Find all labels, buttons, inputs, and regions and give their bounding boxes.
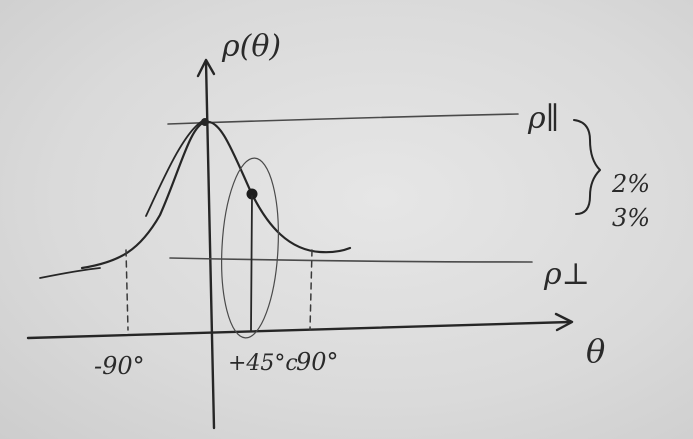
pct-upper-label: 2% bbox=[611, 170, 650, 198]
dash-neg90 bbox=[125, 249, 129, 331]
rho-parallel-label: ρ∥ bbox=[527, 101, 560, 136]
pct-lower-label: 3% bbox=[612, 204, 650, 232]
dash-pos90 bbox=[309, 249, 313, 331]
x-axis-label: θ bbox=[586, 332, 605, 370]
tick-neg90-label: -90° bbox=[94, 352, 145, 380]
tick-pos45-label: +45°c bbox=[228, 351, 298, 376]
point-45-drop-line bbox=[250, 195, 253, 331]
rho-axis bbox=[204, 60, 216, 430]
y-axis-label: ρ(θ) bbox=[221, 29, 281, 64]
right-brace bbox=[573, 119, 601, 215]
point-45 bbox=[246, 188, 258, 200]
rho-perp-label: ρ⊥ bbox=[543, 257, 590, 292]
rho-parallel-line bbox=[167, 113, 519, 125]
peak-point bbox=[201, 118, 209, 126]
highlight-ellipse bbox=[221, 157, 279, 339]
theta-axis-arrowhead bbox=[554, 312, 574, 332]
bell-curve-left-stroke bbox=[145, 119, 205, 217]
theta-axis bbox=[26, 320, 572, 340]
tick-pos90-label: 90° bbox=[296, 348, 339, 376]
rho-axis-arrowhead bbox=[196, 58, 216, 78]
rho-perp-line bbox=[169, 257, 533, 263]
bell-curve bbox=[80, 120, 352, 270]
left-baseline bbox=[39, 267, 101, 279]
